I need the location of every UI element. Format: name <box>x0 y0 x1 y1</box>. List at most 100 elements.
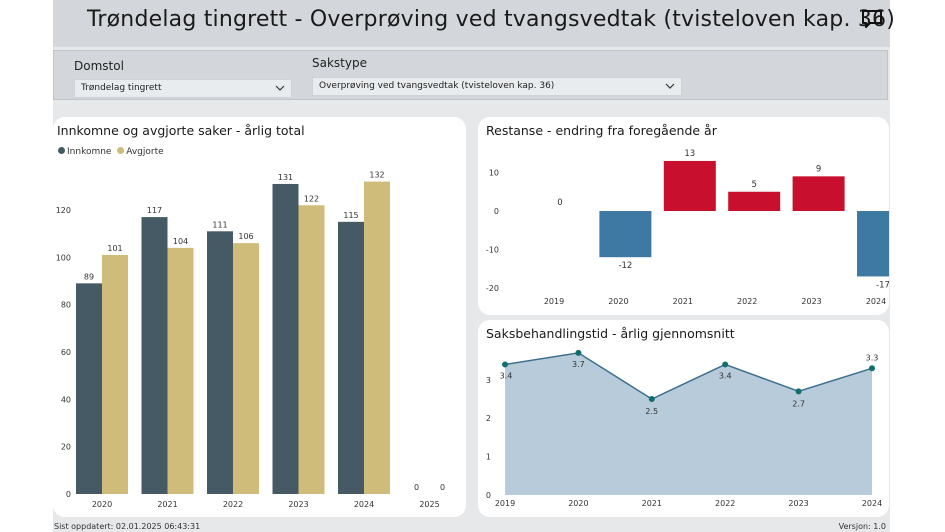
restanse-panel: Restanse - endring fra foregående år -20… <box>478 117 889 315</box>
y-tick-label: 20 <box>61 443 71 452</box>
x-tick-label: 2024 <box>354 500 374 509</box>
domstol-dropdown[interactable]: Trøndelag tingrett <box>74 79 292 98</box>
chevron-down-icon <box>275 85 285 91</box>
filter-bar: Domstol Trøndelag tingrett Sakstype Over… <box>53 50 888 100</box>
x-tick-label: 2019 <box>495 499 515 508</box>
bar-avgjorte-2024 <box>364 181 390 494</box>
series-line <box>504 352 873 400</box>
data-point-2022 <box>722 361 729 368</box>
data-point-2021 <box>648 396 655 402</box>
bar-innkomne-2024 <box>338 221 364 494</box>
y-tick-label: 40 <box>61 395 71 404</box>
last-updated: Sist oppdatert: 02.01.2025 06:43:31 <box>54 522 201 531</box>
bar-restanse-2024 <box>857 211 889 277</box>
data-label: 9 <box>816 164 821 174</box>
saksbehandlingstid-chart: 0 1 2 3 3.4 2019 3.7 2020 2.5 2021 3.4 2022 2.7 2023 3… <box>486 349 882 508</box>
data-point-2023 <box>795 388 802 395</box>
x-tick-label: 2020 <box>92 500 112 509</box>
y-tick-label: 10 <box>489 169 499 178</box>
x-tick-label: 2019 <box>544 297 564 306</box>
data-label: 3.4 <box>500 371 513 380</box>
legend-dot-innkomne <box>58 147 65 154</box>
data-label: 106 <box>238 232 253 241</box>
y-tick-label: 1 <box>486 453 491 462</box>
x-tick-label: 2023 <box>288 500 308 509</box>
x-tick-label: 2022 <box>223 500 243 509</box>
domstol-value: Trøndelag tingrett <box>81 83 162 93</box>
data-point-2019 <box>502 361 508 368</box>
sakstype-dropdown[interactable]: Overprøving ved tvangsvedtak (tvistelove… <box>312 77 682 96</box>
x-tick-label: 2020 <box>608 297 628 306</box>
data-point-2020 <box>575 349 582 356</box>
bar-avgjorte-2021 <box>167 247 194 494</box>
legend-label-innkomne: Innkomne <box>67 147 112 157</box>
data-label: 111 <box>212 220 227 229</box>
data-label: 104 <box>173 237 188 246</box>
y-tick-label: -20 <box>486 284 499 293</box>
y-tick-label: 0 <box>494 207 499 216</box>
bar-innkomne-2022 <box>207 231 233 495</box>
y-tick-label: 0 <box>486 491 491 500</box>
data-label: 3.4 <box>719 371 732 380</box>
data-label: 5 <box>751 180 756 190</box>
comment-icon[interactable] <box>861 8 883 30</box>
innkomne-avgjorte-chart: 0 20 40 60 80 100 120 89 101 2020 117 104 2021 111 106… <box>56 171 445 509</box>
bar-avgjorte-2020 <box>102 254 128 494</box>
x-tick-label: 2023 <box>801 297 821 306</box>
data-label: 117 <box>147 206 162 215</box>
restanse-title: Restanse - endring fra foregående år <box>486 123 717 138</box>
y-tick-label: -10 <box>486 246 499 255</box>
innkomne-avgjorte-panel: Innkomne og avgjorte saker - årlig total… <box>53 117 466 517</box>
data-label: 0 <box>557 198 562 208</box>
y-tick-label: 0 <box>66 490 71 499</box>
data-point-2024 <box>869 365 875 372</box>
sakstype-label: Sakstype <box>312 56 367 70</box>
restanse-chart: -20 -10 0 10 0 2019 -12 2020 13 2021 5 2022 9 2023 -17… <box>486 149 889 306</box>
bar-restanse-2020 <box>599 211 652 258</box>
innkomne-avgjorte-title: Innkomne og avgjorte saker - årlig total <box>57 123 305 138</box>
title-bar: Trøndelag tingrett - Overprøving ved tva… <box>53 0 895 47</box>
x-tick-label: 2024 <box>862 499 882 508</box>
data-label: -12 <box>618 261 632 271</box>
bar-restanse-2022 <box>728 191 781 211</box>
data-label: 132 <box>369 171 384 180</box>
x-tick-label: 2022 <box>737 297 757 306</box>
data-label: 89 <box>84 272 94 281</box>
sakstype-value: Overprøving ved tvangsvedtak (tvistelove… <box>319 81 555 91</box>
legend-label-avgjorte: Avgjorte <box>126 147 164 157</box>
bar-restanse-2021 <box>663 160 716 211</box>
bar-innkomne-2023 <box>272 183 299 494</box>
data-label: 0 <box>414 483 419 492</box>
data-label: 101 <box>107 244 122 253</box>
bar-innkomne-2020 <box>76 283 102 494</box>
report-canvas: Trøndelag tingrett - Overprøving ved tva… <box>53 0 895 532</box>
data-label: 2.7 <box>792 399 805 408</box>
data-label: 115 <box>343 211 358 220</box>
bar-innkomne-2021 <box>141 217 168 494</box>
y-tick-label: 100 <box>56 253 71 262</box>
x-tick-label: 2020 <box>568 499 588 508</box>
chevron-down-icon <box>665 83 675 89</box>
data-label: 0 <box>440 483 445 492</box>
x-tick-label: 2025 <box>419 500 439 509</box>
chart-legend: Innkomne Avgjorte <box>58 147 164 157</box>
x-tick-label: 2023 <box>788 499 808 508</box>
domstol-label: Domstol <box>74 59 124 73</box>
page-title: Trøndelag tingrett - Overprøving ved tva… <box>87 7 896 32</box>
data-label: 2.5 <box>645 407 658 416</box>
data-label: 3.3 <box>866 353 879 362</box>
data-label: 13 <box>684 149 695 159</box>
data-label: 122 <box>304 194 319 203</box>
legend-dot-avgjorte <box>117 147 125 154</box>
y-tick-label: 3 <box>486 376 491 385</box>
x-tick-label: 2024 <box>866 297 886 306</box>
x-tick-label: 2022 <box>715 499 735 508</box>
saksbehandlingstid-panel: Saksbehandlingstid - årlig gjennomsnitt … <box>478 320 889 517</box>
x-tick-label: 2021 <box>157 500 177 509</box>
y-tick-label: 60 <box>61 348 71 357</box>
x-tick-label: 2021 <box>673 297 693 306</box>
data-label: 3.7 <box>572 360 585 369</box>
y-tick-label: 2 <box>486 414 491 423</box>
data-label: 131 <box>278 173 293 182</box>
bar-avgjorte-2022 <box>233 243 259 494</box>
